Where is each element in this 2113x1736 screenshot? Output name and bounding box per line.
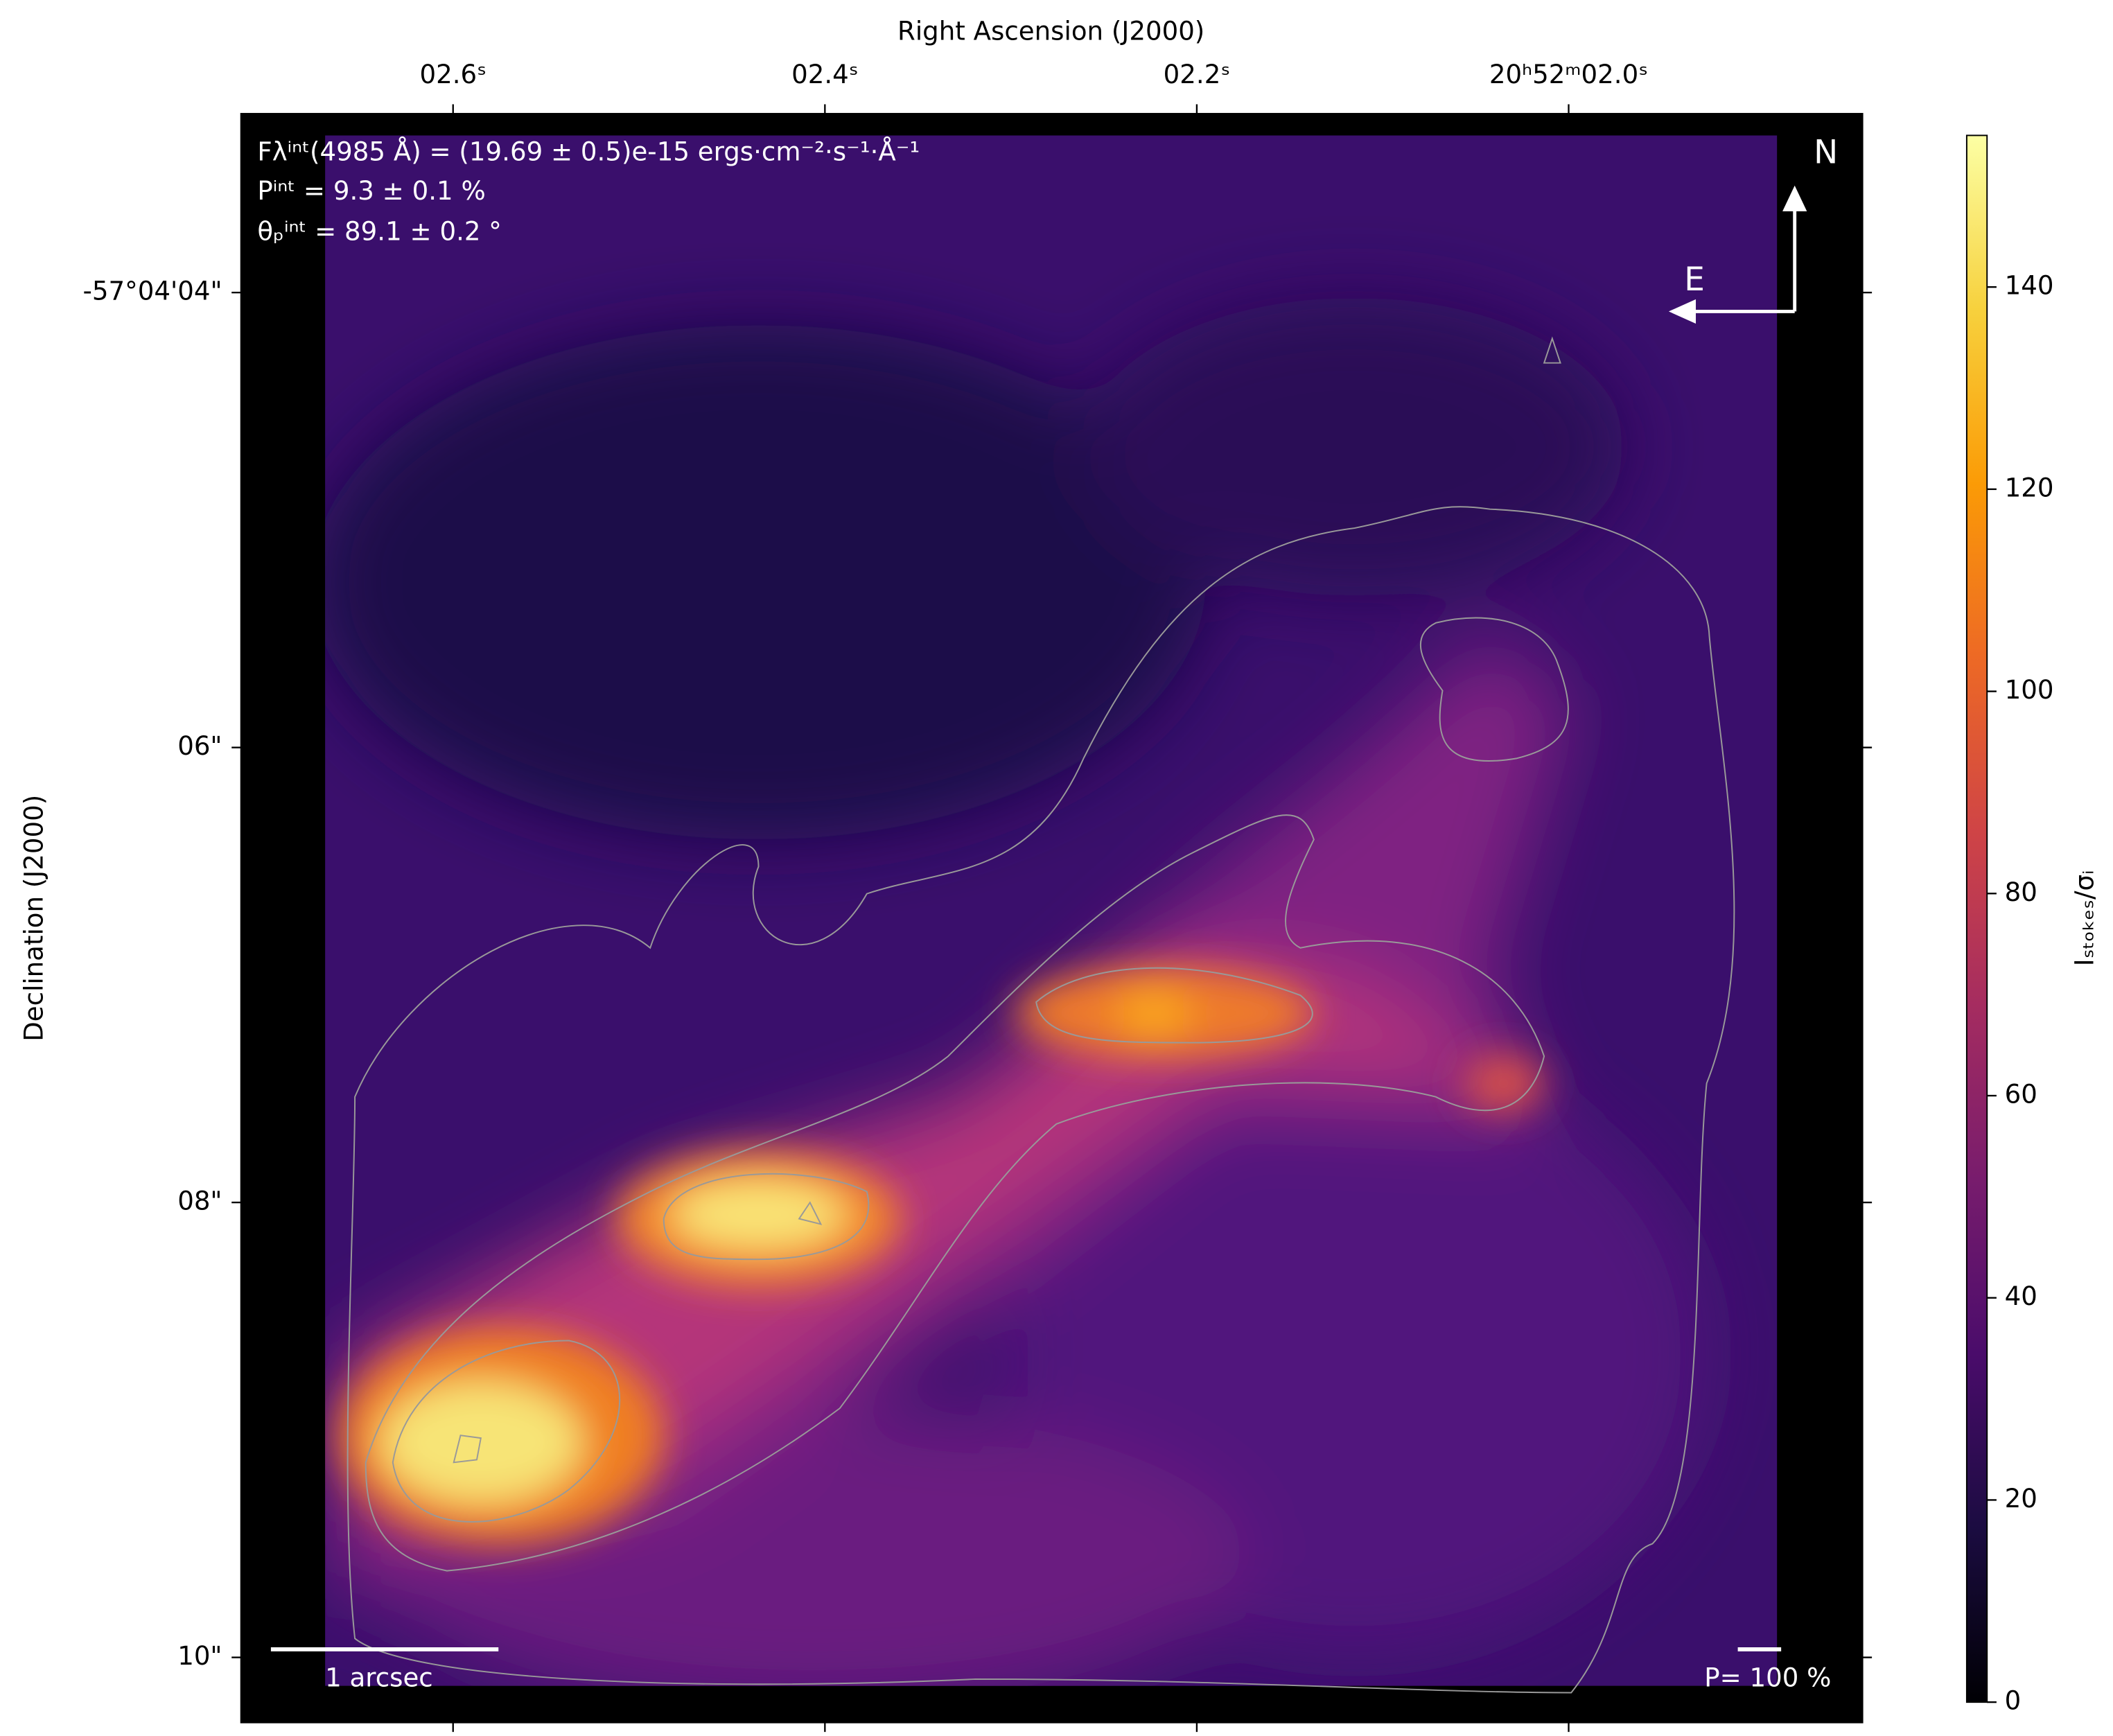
y-tick-label: 08"	[177, 1186, 222, 1216]
colorbar-label: Iₛₜₒₖₑₛ/σᵢ	[2069, 870, 2099, 966]
compass-east: E	[1684, 261, 1705, 299]
y-axis-label: Declination (J2000)	[19, 795, 49, 1042]
plot-frame	[240, 112, 1864, 1724]
compass-north: N	[1814, 133, 1838, 171]
colorbar-tick-label: 80	[2005, 877, 2037, 907]
y-tick-label: -57°04'04"	[83, 277, 222, 306]
colorbar-tick-label: 20	[2005, 1484, 2037, 1514]
colorbar-tick-label: 100	[2005, 675, 2054, 705]
annotation: Fλⁱⁿᵗ(4985 Å) = (19.69 ± 0.5)e-15 ergs·c…	[257, 136, 920, 166]
colorbar-tick-label: 0	[2005, 1686, 2022, 1716]
x-axis-label: Right Ascension (J2000)	[897, 16, 1204, 46]
colorbar	[1965, 134, 1988, 1703]
colorbar-tick-label: 60	[2005, 1080, 2037, 1110]
colorbar-tick-label: 40	[2005, 1281, 2037, 1311]
y-tick-label: 06"	[177, 731, 222, 761]
scale-bar-label: 1 arcsec	[325, 1663, 433, 1692]
x-tick-label: 20ʰ52ᵐ02.0ˢ	[1489, 60, 1648, 89]
intensity-image	[240, 114, 1863, 1723]
x-tick-label: 02.2ˢ	[1164, 60, 1231, 89]
colorbar-tick-label: 120	[2005, 473, 2054, 502]
polarization-scale-label: P= 100 %	[1704, 1663, 1831, 1692]
compass	[1668, 185, 1807, 324]
x-tick-label: 02.6ˢ	[419, 60, 486, 89]
y-tick-label: 10"	[177, 1641, 222, 1671]
annotation: Pⁱⁿᵗ = 9.3 ± 0.1 %	[257, 176, 485, 206]
annotation: θₚⁱⁿᵗ = 89.1 ± 0.2 °	[257, 217, 502, 247]
colorbar-tick-label: 140	[2005, 271, 2054, 301]
x-tick-label: 02.4ˢ	[791, 60, 859, 89]
